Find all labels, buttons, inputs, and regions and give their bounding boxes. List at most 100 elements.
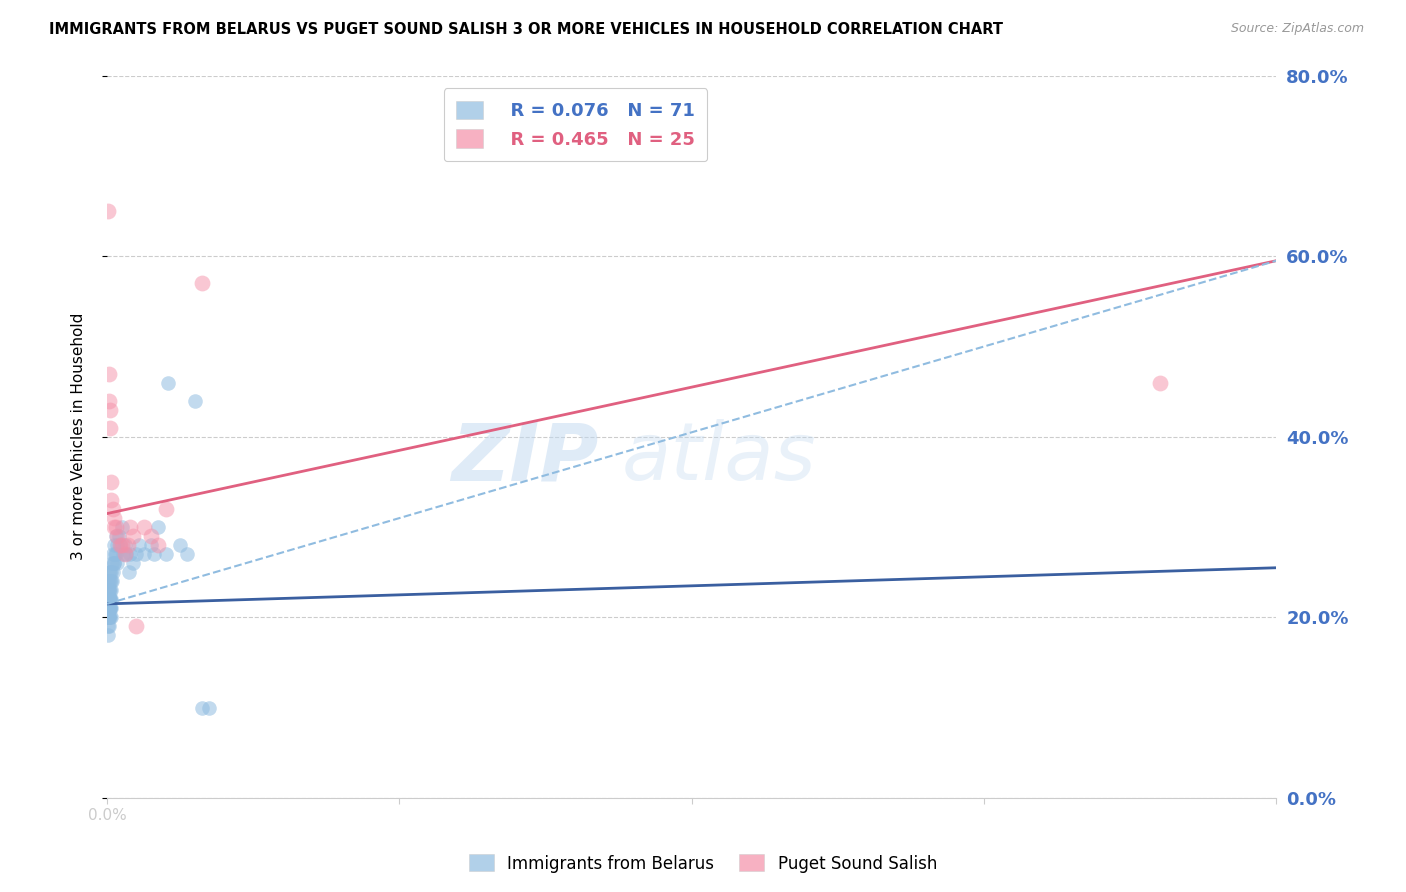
Point: [98, 574, 121, 589]
Text: IMMIGRANTS FROM BELARUS VS PUGET SOUND SALISH 3 OR MORE VEHICLES IN HOUSEHOLD CO: IMMIGRANTS FROM BELARUS VS PUGET SOUND S…: [49, 22, 1004, 37]
Point: [100, 610, 122, 624]
Point: [122, 556, 145, 570]
Point: [100, 574, 122, 589]
Point: [128, 538, 150, 552]
Point: [104, 547, 127, 561]
Point: [155, 547, 177, 561]
Point: [1149, 376, 1171, 390]
Point: [101, 547, 124, 561]
Point: [101, 556, 124, 570]
Point: [97, 583, 120, 598]
Point: [100, 566, 122, 580]
Point: [98, 601, 121, 615]
Y-axis label: 3 or more Vehicles in Household: 3 or more Vehicles in Household: [72, 313, 86, 560]
Point: [97, 367, 120, 381]
Point: [98, 592, 121, 607]
Point: [98, 592, 121, 607]
Point: [100, 475, 122, 489]
Point: [198, 700, 221, 714]
Point: [98, 393, 121, 408]
Point: [98, 592, 121, 607]
Point: [103, 556, 125, 570]
Point: [98, 402, 121, 417]
Point: [98, 592, 121, 607]
Point: [98, 566, 121, 580]
Point: [125, 619, 148, 633]
Point: [104, 529, 127, 543]
Point: [98, 601, 121, 615]
Point: [98, 592, 121, 607]
Point: [100, 493, 122, 508]
Point: [103, 556, 125, 570]
Point: [169, 538, 191, 552]
Point: [97, 592, 120, 607]
Point: [176, 547, 198, 561]
Point: [97, 566, 120, 580]
Point: [117, 538, 139, 552]
Point: [148, 520, 170, 534]
Point: [98, 610, 121, 624]
Point: [120, 547, 142, 561]
Point: [191, 277, 214, 291]
Point: [98, 574, 121, 589]
Point: [97, 601, 120, 615]
Point: [118, 566, 141, 580]
Point: [101, 574, 124, 589]
Text: atlas: atlas: [621, 419, 817, 498]
Point: [110, 538, 132, 552]
Point: [97, 583, 120, 598]
Text: ZIP: ZIP: [451, 419, 598, 498]
Point: [101, 502, 124, 516]
Point: [107, 529, 129, 543]
Point: [112, 547, 135, 561]
Point: [157, 376, 180, 390]
Legend:   R = 0.076   N = 71,   R = 0.465   N = 25: R = 0.076 N = 71, R = 0.465 N = 25: [443, 88, 707, 161]
Point: [97, 610, 120, 624]
Point: [97, 610, 120, 624]
Point: [111, 520, 134, 534]
Point: [98, 421, 121, 435]
Point: [132, 520, 155, 534]
Point: [110, 538, 132, 552]
Point: [148, 538, 170, 552]
Point: [191, 700, 214, 714]
Point: [132, 547, 155, 561]
Legend: Immigrants from Belarus, Puget Sound Salish: Immigrants from Belarus, Puget Sound Sal…: [463, 847, 943, 880]
Point: [111, 538, 134, 552]
Point: [97, 628, 120, 642]
Point: [155, 502, 177, 516]
Point: [114, 547, 136, 561]
Point: [98, 583, 121, 598]
Point: [98, 610, 121, 624]
Point: [98, 601, 121, 615]
Point: [142, 547, 165, 561]
Point: [97, 601, 120, 615]
Point: [105, 538, 128, 552]
Point: [97, 619, 120, 633]
Point: [98, 583, 121, 598]
Point: [104, 520, 127, 534]
Point: [96, 204, 118, 219]
Point: [120, 520, 142, 534]
Point: [100, 601, 122, 615]
Point: [98, 610, 121, 624]
Point: [96, 610, 118, 624]
Point: [114, 538, 136, 552]
Point: [139, 538, 162, 552]
Point: [103, 511, 125, 525]
Point: [105, 556, 128, 570]
Point: [115, 547, 138, 561]
Point: [98, 601, 121, 615]
Text: Source: ZipAtlas.com: Source: ZipAtlas.com: [1230, 22, 1364, 36]
Point: [184, 393, 207, 408]
Point: [125, 547, 148, 561]
Point: [96, 592, 118, 607]
Point: [101, 566, 124, 580]
Point: [97, 574, 120, 589]
Point: [104, 547, 127, 561]
Point: [139, 529, 162, 543]
Point: [103, 538, 125, 552]
Point: [103, 520, 125, 534]
Point: [100, 583, 122, 598]
Point: [100, 592, 122, 607]
